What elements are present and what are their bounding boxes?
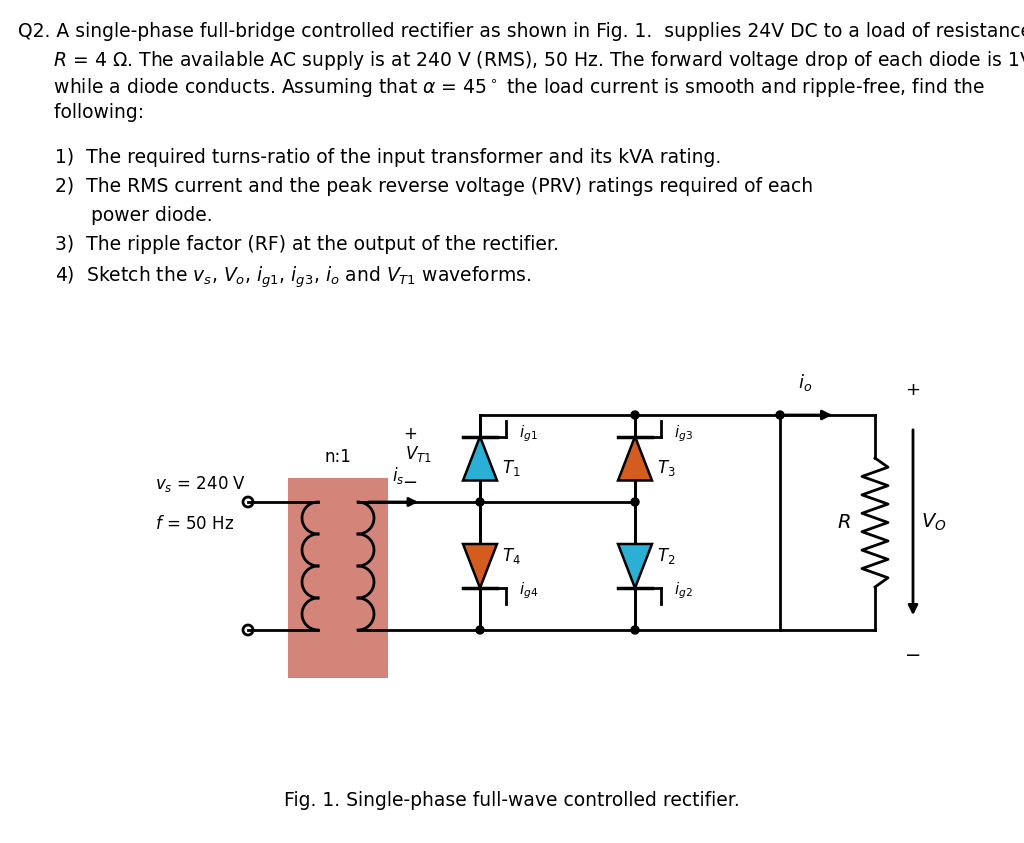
Text: $i_{g3}$: $i_{g3}$ [674,423,693,444]
Text: following:: following: [18,103,144,122]
Polygon shape [618,437,652,481]
Text: 1)  The required turns-ratio of the input transformer and its kVA rating.: 1) The required turns-ratio of the input… [55,148,721,167]
Text: $V_O$: $V_O$ [921,512,946,533]
Text: Fig. 1. Single-phase full-wave controlled rectifier.: Fig. 1. Single-phase full-wave controlle… [284,791,740,809]
Text: $T_1$: $T_1$ [502,459,520,479]
Text: $i_s$: $i_s$ [392,465,404,486]
Text: $i_{g4}$: $i_{g4}$ [519,580,539,601]
Text: $V_{T1}$: $V_{T1}$ [406,443,432,464]
Text: $i_o$: $i_o$ [798,372,812,393]
Text: +: + [403,425,417,443]
Text: n:1: n:1 [325,448,351,466]
Circle shape [631,411,639,419]
Text: while a diode conducts. Assuming that $\alpha$ = 45$^\circ$ the load current is : while a diode conducts. Assuming that $\… [18,76,985,99]
Text: 3)  The ripple factor (RF) at the output of the rectifier.: 3) The ripple factor (RF) at the output … [55,235,559,254]
Polygon shape [463,544,497,588]
Text: $T_2$: $T_2$ [657,546,676,566]
Polygon shape [463,437,497,481]
Circle shape [476,498,484,506]
Circle shape [476,626,484,634]
Text: $v_s$ = 240 V: $v_s$ = 240 V [155,474,246,494]
Circle shape [631,498,639,506]
Text: 4)  Sketch the $v_s$, $V_o$, $i_{g1}$, $i_{g3}$, $i_o$ and $V_{T1}$ waveforms.: 4) Sketch the $v_s$, $V_o$, $i_{g1}$, $i… [55,264,531,289]
Text: $T_3$: $T_3$ [657,459,676,479]
Text: $f$ = 50 Hz: $f$ = 50 Hz [155,515,234,533]
Text: −: − [905,646,922,665]
Text: $R$: $R$ [837,513,851,532]
Text: −: − [402,474,418,492]
Text: $R$ = 4 $\Omega$. The available AC supply is at 240 V (RMS), 50 Hz. The forward : $R$ = 4 $\Omega$. The available AC suppl… [18,49,1024,72]
Text: power diode.: power diode. [55,206,213,225]
Bar [288,478,388,678]
Text: $i_{g1}$: $i_{g1}$ [519,423,538,444]
Circle shape [631,626,639,634]
Text: Q2. A single-phase full-bridge controlled rectifier as shown in Fig. 1.  supplie: Q2. A single-phase full-bridge controlle… [18,22,1024,41]
Circle shape [776,411,784,419]
Text: $i_{g2}$: $i_{g2}$ [674,580,692,601]
Text: 2)  The RMS current and the peak reverse voltage (PRV) ratings required of each: 2) The RMS current and the peak reverse … [55,177,813,196]
Text: +: + [905,381,921,399]
Text: $T_4$: $T_4$ [502,546,521,566]
Polygon shape [618,544,652,588]
